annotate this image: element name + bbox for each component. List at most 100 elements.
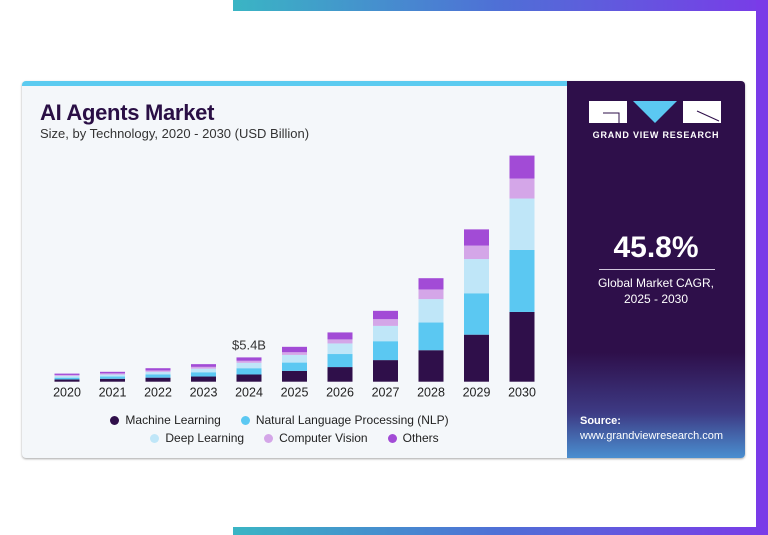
chart-subtitle: Size, by Technology, 2020 - 2030 (USD Bi…	[40, 126, 310, 141]
legend-dot-icon	[264, 433, 274, 443]
source-label: Source:	[580, 415, 621, 427]
bar-segment-2023-2	[191, 368, 216, 373]
chart-card: AI Agents Market Size, by Technology, 20…	[22, 81, 745, 458]
x-tick-label: 2020	[53, 386, 81, 400]
bar-segment-2026-0	[327, 367, 353, 382]
bar-segment-2023-1	[191, 372, 216, 377]
bar-segment-2030-4	[509, 155, 535, 179]
legend-dot-icon	[387, 433, 397, 443]
x-tick-label: 2030	[508, 386, 536, 400]
x-tick-label: 2024	[235, 386, 263, 400]
bar-segment-2028-4	[418, 278, 444, 290]
bar-segment-2021-3	[100, 373, 125, 375]
x-tick-label: 2023	[190, 386, 218, 400]
legend-item: Machine Learning	[110, 413, 221, 427]
bar-segment-2028-1	[418, 322, 444, 351]
source: Source: www.grandviewresearch.com	[580, 414, 723, 444]
bar-segment-2024-1	[236, 368, 262, 375]
right-gradient-bar	[756, 0, 768, 527]
legend-label: Others	[402, 431, 439, 445]
bar-segment-2025-4	[282, 346, 307, 353]
cagr-label: Global Market CAGR, 2025 - 2030	[567, 275, 745, 307]
bar-segment-2030-3	[509, 178, 535, 199]
bar-segment-2029-2	[464, 259, 489, 294]
bar-segment-2022-4	[145, 368, 171, 371]
bar-segment-2030-1	[509, 249, 535, 312]
bar-segment-2022-0	[145, 377, 171, 382]
legend-item: Others	[387, 431, 439, 445]
bar-segment-2024-3	[236, 360, 262, 363]
bar-segment-2028-0	[418, 350, 444, 382]
accent-strip	[22, 81, 567, 86]
bar-segment-2022-1	[145, 374, 171, 378]
bar-segment-2027-0	[373, 360, 398, 382]
data-label: $5.4B	[232, 337, 266, 352]
bar-segment-2027-2	[373, 325, 398, 342]
bar-segment-2020-1	[54, 377, 80, 380]
bar-segment-2028-2	[418, 299, 444, 323]
bar-segment-2029-3	[464, 245, 489, 260]
bar-segment-2022-2	[145, 371, 171, 375]
cagr-label-line2: 2025 - 2030	[623, 292, 689, 306]
legend-dot-icon	[110, 415, 120, 425]
bar-segment-2027-4	[373, 310, 398, 320]
legend: Machine Learning Natural Language Process…	[22, 411, 567, 447]
bar-segment-2021-4	[100, 371, 125, 374]
chart-title: AI Agents Market	[40, 100, 215, 125]
x-tick-label: 2025	[281, 386, 309, 400]
legend-label: Deep Learning	[165, 431, 245, 445]
bar-segment-2026-3	[327, 339, 353, 344]
x-tick-label: 2022	[144, 386, 172, 400]
bar-segment-2023-0	[191, 376, 216, 382]
bar-segment-2029-4	[464, 229, 489, 246]
bar-segment-2020-4	[54, 373, 80, 375]
legend-item: Computer Vision	[264, 431, 368, 445]
info-panel: GRAND VIEW RESEARCH 45.8% Global Market …	[567, 81, 745, 458]
bar-segment-2028-3	[418, 289, 444, 300]
brand-name: GRAND VIEW RESEARCH	[592, 130, 720, 140]
legend-dot-icon	[240, 415, 250, 425]
bottom-gradient-bar	[233, 527, 768, 535]
x-tick-label: 2027	[372, 386, 400, 400]
bar-segment-2021-2	[100, 374, 125, 377]
x-tick-label: 2021	[99, 386, 127, 400]
bar-segment-2029-1	[464, 293, 489, 335]
bar-segment-2029-0	[464, 334, 489, 382]
bar-segment-2025-0	[282, 370, 307, 382]
x-tick-label: 2026	[326, 386, 354, 400]
bar-segment-2027-3	[373, 319, 398, 326]
bar-segment-2021-0	[100, 378, 125, 382]
cagr-label-line1: Global Market CAGR,	[597, 276, 715, 290]
bar-segment-2024-0	[236, 374, 262, 382]
divider	[599, 269, 715, 270]
legend-item: Natural Language Processing (NLP)	[240, 413, 449, 427]
bar-segment-2024-4	[236, 357, 262, 361]
bar-segment-2020-2	[54, 375, 80, 378]
source-url[interactable]: www.grandviewresearch.com	[580, 430, 724, 442]
grand-view-research-logo	[589, 101, 721, 123]
bar-segment-2030-2	[509, 198, 535, 250]
cagr-value: 45.8%	[613, 231, 699, 264]
bar-segment-2025-3	[282, 352, 307, 355]
bar-chart: 2020 2021 2022 2023 2024 $5.4B 2025 2026 2027 202…	[53, 155, 536, 400]
bar-segment-2020-3	[54, 374, 80, 376]
bar-segment-2021-1	[100, 376, 125, 379]
bar-segment-2025-2	[282, 354, 307, 363]
bar-segment-2026-1	[327, 354, 353, 368]
bar-segment-2026-4	[327, 332, 353, 340]
legend-label: Computer Vision	[279, 431, 368, 445]
bar-segment-2023-4	[191, 364, 216, 367]
bar-segment-2027-1	[373, 341, 398, 361]
bar-segment-2030-0	[509, 311, 535, 382]
legend-dot-icon	[150, 433, 160, 443]
x-tick-label: 2028	[417, 386, 445, 400]
bar-segment-2026-2	[327, 343, 353, 355]
legend-label: Natural Language Processing (NLP)	[255, 413, 449, 427]
legend-label: Machine Learning	[125, 413, 221, 427]
bar-segment-2023-3	[191, 366, 216, 369]
bar-segment-2025-1	[282, 362, 307, 371]
bar-segment-2022-3	[145, 370, 171, 372]
bar-segment-2020-0	[54, 379, 80, 382]
legend-item: Deep Learning	[150, 431, 244, 445]
top-gradient-bar	[233, 0, 768, 11]
